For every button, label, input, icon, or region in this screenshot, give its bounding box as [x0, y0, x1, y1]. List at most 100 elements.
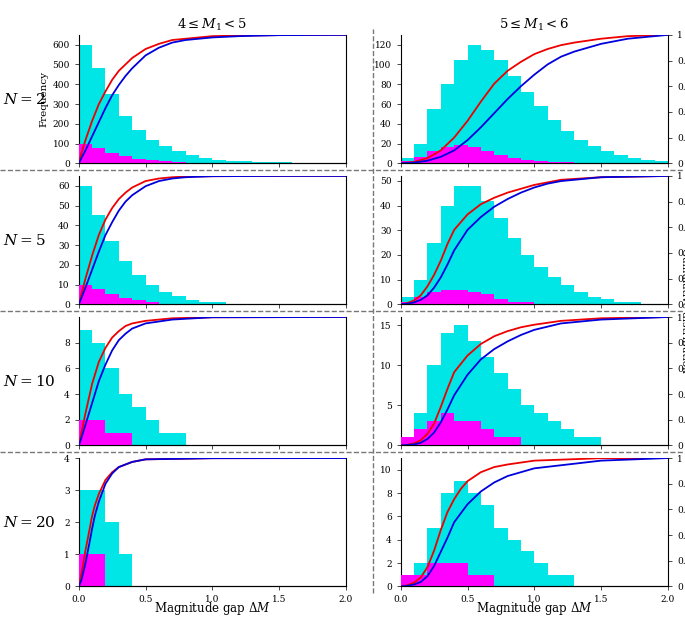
Bar — [159, 432, 172, 446]
Bar — [561, 575, 574, 586]
Bar — [105, 522, 119, 586]
Bar — [105, 153, 119, 164]
Bar — [614, 302, 627, 304]
Bar — [441, 205, 454, 304]
Bar — [548, 422, 561, 446]
Bar — [145, 160, 159, 164]
Title: $4 \leq M_1 < 5$: $4 \leq M_1 < 5$ — [177, 17, 247, 34]
Bar — [401, 437, 414, 446]
Bar — [454, 422, 468, 446]
Text: $\mathit{N} = 2$: $\mathit{N} = 2$ — [3, 91, 46, 107]
Bar — [92, 68, 105, 164]
Bar — [468, 148, 481, 164]
Bar — [92, 554, 105, 586]
Bar — [119, 261, 132, 304]
Bar — [495, 155, 508, 164]
Bar — [119, 554, 132, 586]
Bar — [588, 297, 601, 304]
Bar — [199, 158, 212, 164]
Bar — [495, 60, 508, 164]
Bar — [441, 290, 454, 304]
Bar — [508, 238, 521, 304]
Bar — [548, 120, 561, 164]
Bar — [495, 437, 508, 446]
Bar — [212, 160, 226, 164]
Bar — [79, 45, 92, 164]
Bar — [401, 302, 414, 304]
Bar — [441, 148, 454, 164]
Bar — [132, 159, 145, 164]
Bar — [427, 243, 441, 304]
Bar — [132, 275, 145, 304]
Bar — [481, 294, 495, 304]
Bar — [414, 429, 427, 446]
Bar — [119, 116, 132, 164]
Bar — [454, 60, 468, 164]
Bar — [575, 292, 588, 304]
Bar — [279, 162, 292, 164]
Bar — [105, 368, 119, 446]
Bar — [427, 365, 441, 446]
Bar — [575, 139, 588, 164]
Bar — [414, 575, 427, 586]
Bar — [186, 155, 199, 164]
Bar — [401, 158, 414, 164]
Bar — [441, 84, 454, 164]
Bar — [79, 143, 92, 164]
Bar — [105, 241, 119, 304]
Bar — [172, 152, 186, 164]
Bar — [427, 563, 441, 586]
Bar — [468, 575, 481, 586]
Bar — [225, 161, 239, 164]
Bar — [427, 292, 441, 304]
Text: Magnitude gap $\Delta M$: Magnitude gap $\Delta M$ — [154, 600, 271, 617]
Bar — [414, 297, 427, 304]
Bar — [145, 302, 159, 304]
Bar — [508, 540, 521, 586]
Bar — [534, 268, 548, 304]
Bar — [105, 432, 119, 446]
Bar — [266, 162, 279, 164]
Bar — [414, 157, 427, 164]
Bar — [79, 490, 92, 586]
Text: $\mathit{N} = 10$: $\mathit{N} = 10$ — [3, 373, 56, 389]
Y-axis label: Frequency: Frequency — [39, 71, 48, 127]
Bar — [79, 554, 92, 586]
Bar — [105, 94, 119, 164]
Bar — [401, 297, 414, 304]
Bar — [172, 432, 186, 446]
Bar — [92, 490, 105, 586]
Bar — [454, 186, 468, 304]
Bar — [79, 285, 92, 304]
Bar — [548, 162, 561, 164]
Bar — [601, 152, 614, 164]
Bar — [588, 146, 601, 164]
Bar — [145, 285, 159, 304]
Bar — [92, 216, 105, 304]
Bar — [481, 429, 495, 446]
Bar — [145, 139, 159, 164]
Bar — [521, 552, 534, 586]
Bar — [561, 285, 574, 304]
Bar — [427, 152, 441, 164]
Bar — [468, 422, 481, 446]
Bar — [414, 280, 427, 304]
Bar — [119, 157, 132, 164]
Bar — [441, 563, 454, 586]
Bar — [92, 148, 105, 164]
Bar — [92, 288, 105, 304]
Bar — [132, 407, 145, 446]
Bar — [628, 158, 641, 164]
Bar — [212, 302, 226, 304]
Bar — [534, 563, 548, 586]
Bar — [561, 429, 574, 446]
Bar — [252, 162, 266, 164]
Bar — [495, 299, 508, 304]
Bar — [454, 145, 468, 164]
Bar — [401, 161, 414, 164]
Bar — [534, 161, 548, 164]
Bar — [79, 186, 92, 304]
Bar — [561, 131, 574, 164]
Bar — [468, 45, 481, 164]
Bar — [508, 437, 521, 446]
